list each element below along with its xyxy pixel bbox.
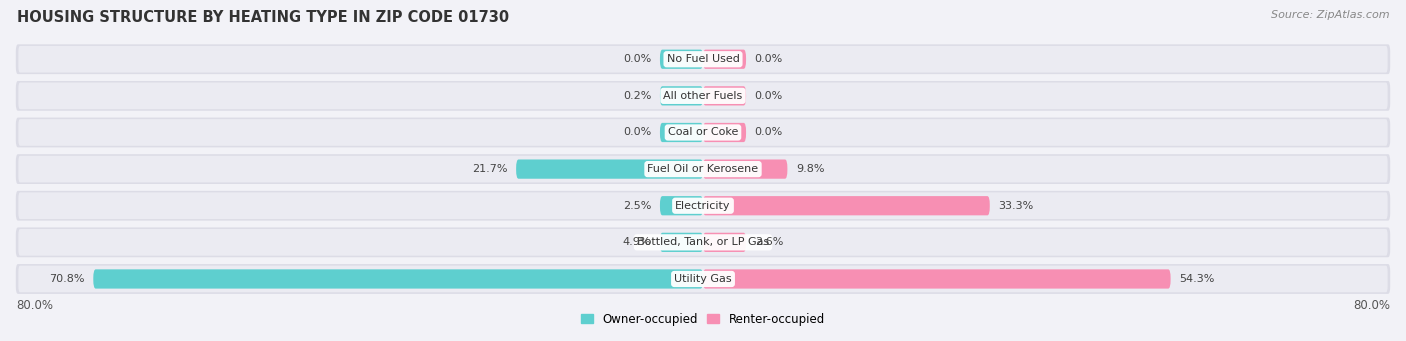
Text: Utility Gas: Utility Gas xyxy=(675,274,731,284)
Text: 0.2%: 0.2% xyxy=(623,91,651,101)
Text: Fuel Oil or Kerosene: Fuel Oil or Kerosene xyxy=(647,164,759,174)
Text: 80.0%: 80.0% xyxy=(1353,299,1391,312)
FancyBboxPatch shape xyxy=(659,123,703,142)
Text: 0.0%: 0.0% xyxy=(755,91,783,101)
FancyBboxPatch shape xyxy=(18,192,1388,219)
FancyBboxPatch shape xyxy=(18,266,1388,292)
Text: 21.7%: 21.7% xyxy=(472,164,508,174)
FancyBboxPatch shape xyxy=(18,46,1388,73)
FancyBboxPatch shape xyxy=(15,44,1391,74)
Text: Source: ZipAtlas.com: Source: ZipAtlas.com xyxy=(1271,10,1389,20)
Text: HOUSING STRUCTURE BY HEATING TYPE IN ZIP CODE 01730: HOUSING STRUCTURE BY HEATING TYPE IN ZIP… xyxy=(17,10,509,25)
FancyBboxPatch shape xyxy=(15,264,1391,294)
FancyBboxPatch shape xyxy=(659,196,703,216)
Text: 4.9%: 4.9% xyxy=(623,237,651,247)
FancyBboxPatch shape xyxy=(18,83,1388,109)
Text: 9.8%: 9.8% xyxy=(796,164,824,174)
FancyBboxPatch shape xyxy=(15,81,1391,111)
Text: All other Fuels: All other Fuels xyxy=(664,91,742,101)
Text: 0.0%: 0.0% xyxy=(755,54,783,64)
FancyBboxPatch shape xyxy=(15,227,1391,257)
FancyBboxPatch shape xyxy=(15,154,1391,184)
FancyBboxPatch shape xyxy=(703,86,747,105)
FancyBboxPatch shape xyxy=(659,86,703,105)
Text: Coal or Coke: Coal or Coke xyxy=(668,128,738,137)
FancyBboxPatch shape xyxy=(703,123,747,142)
FancyBboxPatch shape xyxy=(15,191,1391,221)
Text: 0.0%: 0.0% xyxy=(623,128,651,137)
Text: 33.3%: 33.3% xyxy=(998,201,1033,211)
Text: 2.5%: 2.5% xyxy=(623,201,651,211)
FancyBboxPatch shape xyxy=(18,156,1388,182)
FancyBboxPatch shape xyxy=(659,49,703,69)
FancyBboxPatch shape xyxy=(15,118,1391,147)
Text: 54.3%: 54.3% xyxy=(1180,274,1215,284)
Text: 0.0%: 0.0% xyxy=(623,54,651,64)
FancyBboxPatch shape xyxy=(703,269,1171,288)
FancyBboxPatch shape xyxy=(93,269,703,288)
Text: Electricity: Electricity xyxy=(675,201,731,211)
FancyBboxPatch shape xyxy=(18,229,1388,256)
FancyBboxPatch shape xyxy=(703,233,747,252)
Legend: Owner-occupied, Renter-occupied: Owner-occupied, Renter-occupied xyxy=(576,308,830,330)
FancyBboxPatch shape xyxy=(703,49,747,69)
Text: 0.0%: 0.0% xyxy=(755,128,783,137)
Text: 2.6%: 2.6% xyxy=(755,237,783,247)
FancyBboxPatch shape xyxy=(703,160,787,179)
FancyBboxPatch shape xyxy=(659,233,703,252)
FancyBboxPatch shape xyxy=(18,119,1388,146)
FancyBboxPatch shape xyxy=(516,160,703,179)
Text: Bottled, Tank, or LP Gas: Bottled, Tank, or LP Gas xyxy=(637,237,769,247)
Text: 70.8%: 70.8% xyxy=(49,274,84,284)
FancyBboxPatch shape xyxy=(703,196,990,216)
Text: 80.0%: 80.0% xyxy=(15,299,53,312)
Text: No Fuel Used: No Fuel Used xyxy=(666,54,740,64)
